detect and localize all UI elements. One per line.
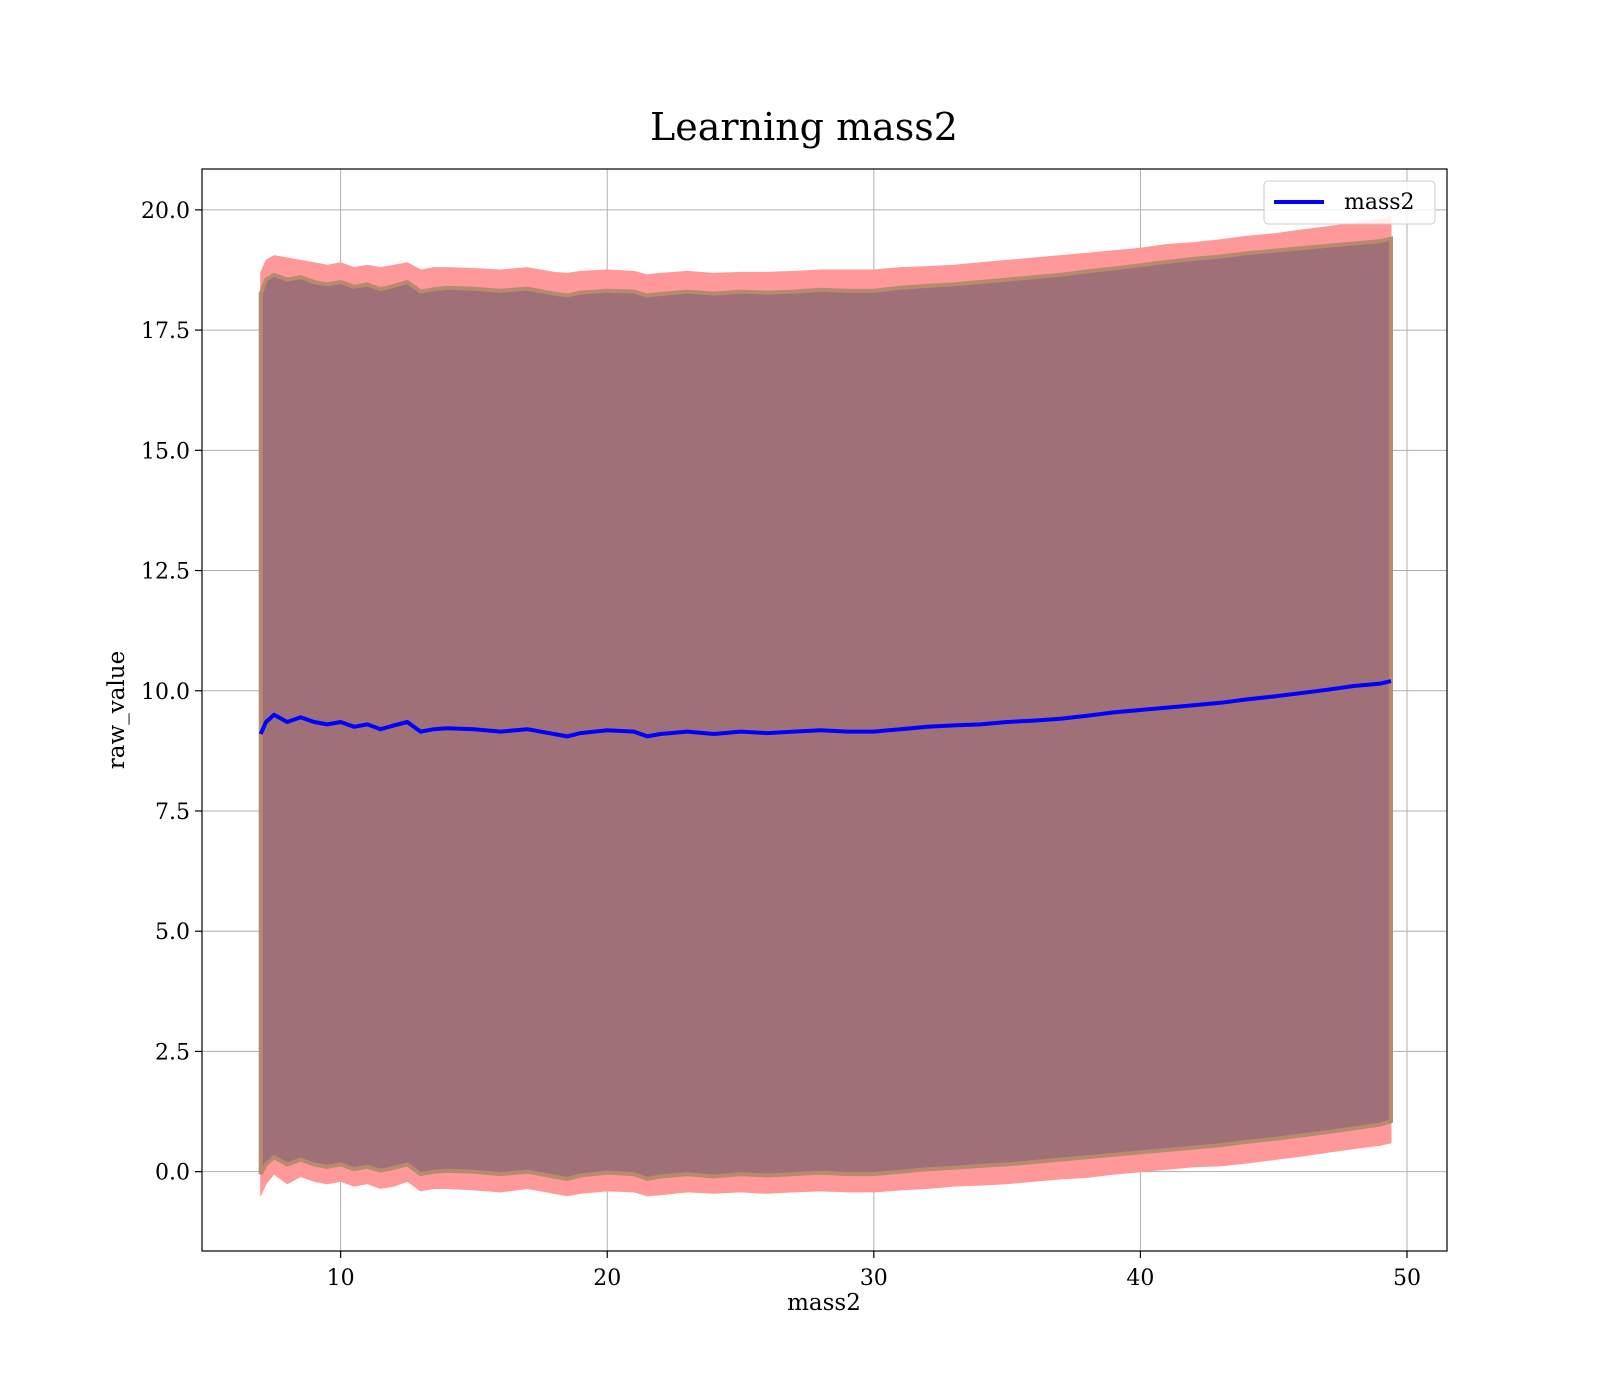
series-line-mass2: [258, 679, 1392, 739]
legend: mass2: [1263, 180, 1436, 225]
legend-box: [1263, 180, 1436, 225]
y-tick-label: 15.0: [141, 439, 190, 464]
y-axis-label: raw_value: [104, 651, 130, 769]
x-tick-label: 50: [1393, 1266, 1421, 1291]
confidence-bands: [258, 216, 1393, 1197]
legend-label-mass2: mass2: [1344, 190, 1415, 215]
x-tick-label: 40: [1126, 1266, 1154, 1291]
y-tick-label: 7.5: [155, 800, 190, 825]
y-tick-label: 5.0: [155, 920, 190, 945]
y-tick-label: 10.0: [141, 680, 190, 705]
x-axis-label: mass2: [787, 1290, 861, 1316]
inner-band: [258, 236, 1393, 1181]
plot-area: [201, 168, 1448, 1252]
y-tick-label: 17.5: [141, 319, 190, 344]
y-axis-ticks: 0.0 2.5 5.0 7.5 10.0 12.5 15.0 17.5 20.0: [141, 199, 202, 1186]
x-tick-label: 10: [327, 1266, 355, 1291]
x-tick-label: 20: [593, 1266, 621, 1291]
y-tick-label: 0.0: [155, 1161, 190, 1186]
plot-frame: [201, 168, 1448, 1252]
series-lines: [258, 679, 1392, 739]
x-tick-label: 30: [860, 1266, 888, 1291]
y-tick-label: 2.5: [155, 1040, 190, 1065]
y-tick-label: 20.0: [141, 199, 190, 224]
y-tick-label: 12.5: [141, 560, 190, 585]
x-axis-ticks: 10 20 30 40 50: [327, 1251, 1421, 1291]
chart-title: Learning mass2: [650, 105, 958, 149]
